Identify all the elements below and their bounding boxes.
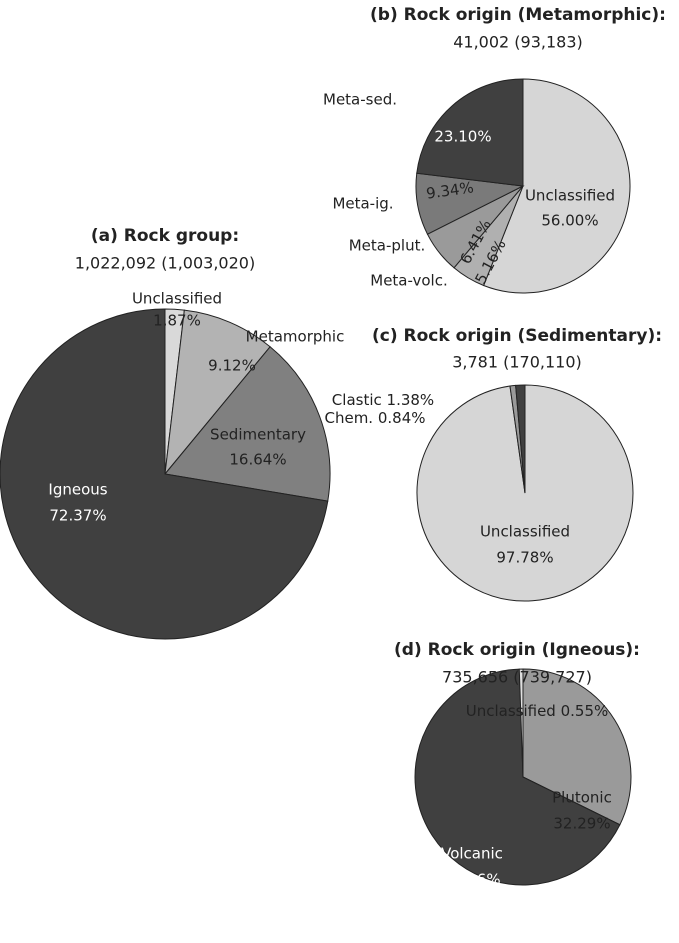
category-label: Meta-plut. [349,237,426,255]
category-label: Meta-ig. [332,195,393,213]
pie-slice [482,78,631,294]
chart-subtitle: 41,002 (93,183) [453,33,583,52]
value-label: 72.37% [49,507,106,525]
value-label: 0.84% [378,409,426,427]
chart-title: (b) Rock origin (Metamorphic): [370,5,666,25]
value-label: 1.87% [153,312,201,330]
value-label: 16.64% [229,451,286,469]
chart-title: (c) Rock origin (Sedimentary): [372,326,662,346]
category-label: Clastic [332,391,382,409]
pie-slice [0,308,329,640]
pie-slice [416,78,524,187]
pie-slice [164,309,271,476]
slice-label: Clastic 1.38% [332,391,434,409]
pie-slice [164,346,331,502]
value-label: 23.10% [434,128,491,146]
chart-subtitle: 1,022,092 (1,003,020) [75,254,255,273]
slice-label: Chem. 0.84% [324,409,425,427]
category-label: Meta-volc. [370,272,448,290]
chart-title: (d) Rock origin (Igneous): [394,640,640,660]
pie-slice [414,668,621,886]
category-label: Volcanic [441,845,503,863]
category-label: Meta-sed. [323,91,397,109]
category-label: Sedimentary [210,426,306,444]
value-label: 56.00% [541,212,598,230]
chart-subtitle: 735,656 (739,727) [442,668,592,687]
category-label: Unclassified [132,290,222,308]
category-label: Plutonic [552,789,612,807]
pie-slice [518,668,524,778]
pie-slice [515,384,526,494]
value-label: 1.38% [387,391,435,409]
value-label: 0.55% [561,702,609,720]
value-label: 9.12% [208,357,256,375]
category-label: Igneous [48,481,107,499]
chart-title: (a) Rock group: [91,226,239,246]
chart-subtitle: 3,781 (170,110) [452,353,582,372]
slice-label: Unclassified 0.55% [466,702,609,720]
category-label: Unclassified [466,702,556,720]
category-label: Metamorphic [246,328,345,346]
category-label: Unclassified [525,187,615,205]
category-label: Unclassified [480,523,570,541]
value-label: 32.29% [553,815,610,833]
value-label: 97.78% [496,549,553,567]
value-label: 67.16% [443,871,500,889]
category-label: Chem. [324,409,373,427]
pie-slice [522,668,632,826]
